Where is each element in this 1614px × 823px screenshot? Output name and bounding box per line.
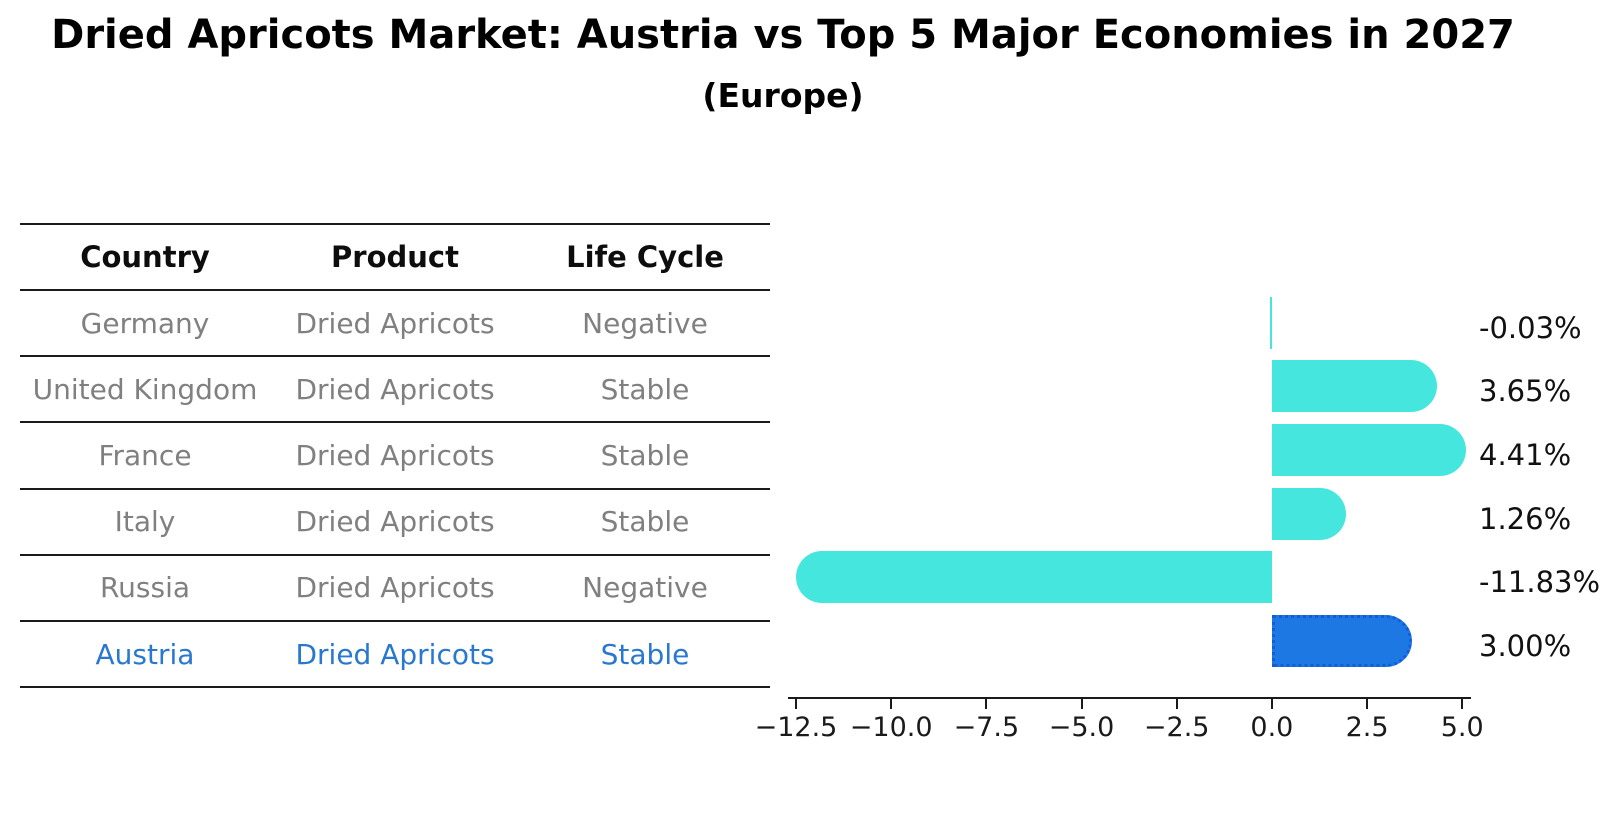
bar-value-label-italy: 1.26%	[1479, 501, 1572, 536]
x-axis-ticks: −12.5 −10.0 −7.5 −5.0 −2.5 0.0 2.5 5.0	[755, 699, 1484, 759]
bar-value-label-france: 4.41%	[1479, 437, 1572, 472]
table-cell-country: Germany	[80, 306, 210, 340]
bar-italy	[1271, 487, 1346, 540]
table-cell-lifecycle: Stable	[600, 438, 690, 472]
bar-united-kingdom	[1271, 360, 1437, 413]
chart-subtitle: (Europe)	[702, 76, 864, 115]
x-tick	[1461, 699, 1464, 709]
table-cell-country: Italy	[114, 505, 176, 539]
x-tick-label: 0.0	[1250, 712, 1294, 743]
x-tick-label: −7.5	[953, 712, 1020, 743]
bar-value-label-austria: 3.00%	[1479, 629, 1572, 663]
x-tick	[1366, 699, 1369, 709]
column-header-country: Country	[80, 240, 210, 274]
table-cell-lifecycle: Negative	[582, 571, 708, 605]
table-row-france: France Dried Apricots Stable	[20, 423, 770, 490]
table-cell-product: Dried Apricots	[295, 505, 495, 539]
value-labels: -0.03% 3.65% 4.41% 1.26% -11.83% 3.00%	[1479, 290, 1614, 697]
table-cell-country: United Kingdom	[32, 372, 258, 406]
x-tick	[985, 699, 988, 709]
bar-france	[1271, 423, 1466, 476]
x-tick-label: −5.0	[1048, 712, 1115, 743]
bar-austria	[1271, 615, 1413, 667]
plot-area	[788, 290, 1471, 697]
table-cell-country: France	[98, 438, 192, 472]
table-cell-country: Russia	[99, 571, 191, 605]
bar-value-label-russia: -11.83%	[1479, 565, 1601, 600]
table-row-germany: Germany Dried Apricots Negative	[20, 291, 770, 358]
x-tick-label: −10.0	[849, 712, 933, 743]
x-tick	[1080, 699, 1083, 709]
bar-russia	[795, 551, 1272, 604]
table-cell-product: Dried Apricots	[295, 637, 495, 671]
table-row-italy: Italy Dried Apricots Stable	[20, 490, 770, 556]
bar-germany	[1269, 296, 1272, 349]
table-cell-lifecycle: Negative	[582, 306, 708, 340]
x-tick	[1270, 699, 1273, 709]
x-tick	[794, 699, 797, 709]
table-row-united-kingdom: United Kingdom Dried Apricots Stable	[20, 357, 770, 424]
chart-title: Dried Apricots Market: Austria vs Top 5 …	[51, 12, 1515, 58]
x-tick-label: −12.5	[754, 712, 838, 743]
table-cell-product: Dried Apricots	[295, 438, 495, 472]
table-header-row: Country Product Life Cycle	[20, 225, 770, 291]
table-row-russia: Russia Dried Apricots Negative	[20, 556, 770, 622]
x-tick	[1175, 699, 1178, 709]
bar-value-label-germany: -0.03%	[1479, 310, 1582, 345]
x-tick	[890, 699, 893, 709]
table-cell-country: Austria	[95, 637, 195, 671]
x-tick-label: −2.5	[1143, 712, 1210, 743]
bar-value-label-united-kingdom: 3.65%	[1479, 374, 1572, 409]
x-tick-label: 2.5	[1345, 712, 1389, 743]
table-cell-lifecycle: Stable	[600, 372, 690, 406]
column-header-lifecycle: Life Cycle	[566, 240, 724, 274]
table-cell-product: Dried Apricots	[295, 306, 495, 340]
country-table: Country Product Life Cycle Germany Dried…	[20, 223, 770, 689]
table-cell-product: Dried Apricots	[295, 372, 495, 406]
column-header-product: Product	[331, 240, 459, 274]
table-row-austria: Austria Dried Apricots Stable	[20, 622, 770, 689]
x-axis-line	[788, 697, 1471, 699]
table-cell-lifecycle: Stable	[600, 637, 690, 671]
table-cell-product: Dried Apricots	[295, 571, 495, 605]
x-tick-label: 5.0	[1440, 712, 1484, 743]
table-cell-lifecycle: Stable	[600, 505, 690, 539]
